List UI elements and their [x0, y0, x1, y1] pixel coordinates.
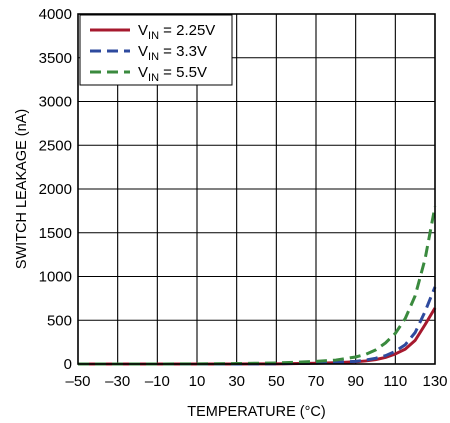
legend-box [79, 14, 233, 86]
y-tick-label: 2000 [39, 181, 72, 198]
x-tick-label: 130 [422, 373, 447, 390]
legend-label-2: VIN = 3.3V [138, 43, 207, 63]
legend-label-1: VIN = 2.25V [138, 22, 215, 42]
x-tick-label: 30 [228, 373, 245, 390]
y-tick-label: 2500 [39, 137, 72, 154]
x-axis-title: TEMPERATURE (°C) [187, 404, 325, 420]
x-tick-label: 10 [189, 373, 206, 390]
y-tick-label: 1500 [39, 225, 72, 242]
legend-label-3: VIN = 5.5V [138, 64, 207, 84]
x-tick-label: 110 [383, 373, 407, 390]
x-tick-label: 90 [347, 373, 364, 390]
y-tick-label: 0 [64, 356, 72, 373]
y-tick-label: 1000 [39, 269, 72, 286]
y-tick-labels: 0 500 1000 1500 2000 2500 3000 3500 4000 [39, 6, 72, 373]
x-tick-labels: –50 –30 –10 10 30 50 70 90 110 130 [65, 373, 447, 390]
x-tick-label: –10 [145, 373, 170, 390]
plot-frame [77, 13, 436, 365]
y-tick-label: 4000 [39, 6, 72, 23]
y-axis-title: SWITCH LEAKAGE (nA) [14, 109, 30, 269]
y-tick-label: 500 [47, 312, 72, 329]
y-tick-label: 3500 [39, 50, 72, 67]
x-tick-label: –30 [105, 373, 130, 390]
x-tick-label: –50 [65, 373, 90, 390]
x-tick-label: 70 [308, 373, 325, 390]
x-tick-label: 50 [268, 373, 285, 390]
y-tick-label: 3000 [39, 94, 72, 111]
